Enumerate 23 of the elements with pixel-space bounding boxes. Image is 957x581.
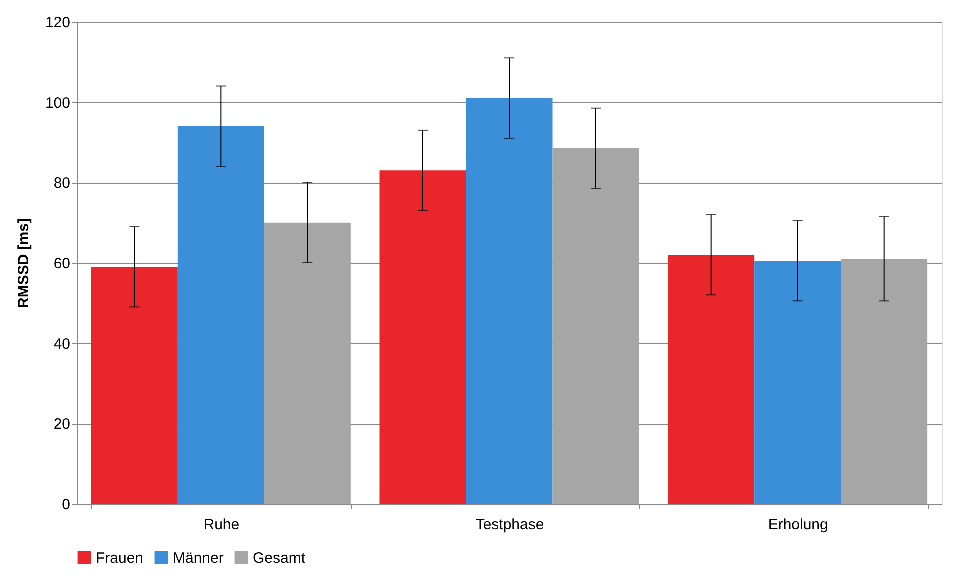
bar (466, 98, 553, 504)
y-tick-label: 100 (45, 94, 70, 112)
x-tick-label: Ruhe (204, 516, 240, 534)
y-axis-title: RMSSD [ms] (15, 218, 32, 309)
x-tick-label: Erholung (768, 516, 828, 534)
y-tick-label: 0 (62, 496, 70, 514)
y-tick-label: 60 (54, 256, 70, 272)
y-tick-label: 80 (54, 175, 70, 192)
legend-label: Männer (173, 550, 224, 567)
y-tick-label: 120 (45, 14, 70, 32)
legend-label: Frauen (96, 550, 144, 567)
bar (552, 148, 640, 504)
bar (380, 170, 466, 504)
bar (841, 258, 928, 504)
bar (178, 126, 264, 504)
bar (668, 254, 755, 504)
x-tick-label: Testphase (476, 516, 544, 534)
bar (754, 260, 842, 504)
bar (91, 267, 178, 504)
y-tick-label: 40 (54, 336, 70, 353)
legend-label: Gesamt (253, 550, 306, 567)
bar (264, 222, 351, 504)
y-tick-label: 20 (54, 416, 70, 434)
